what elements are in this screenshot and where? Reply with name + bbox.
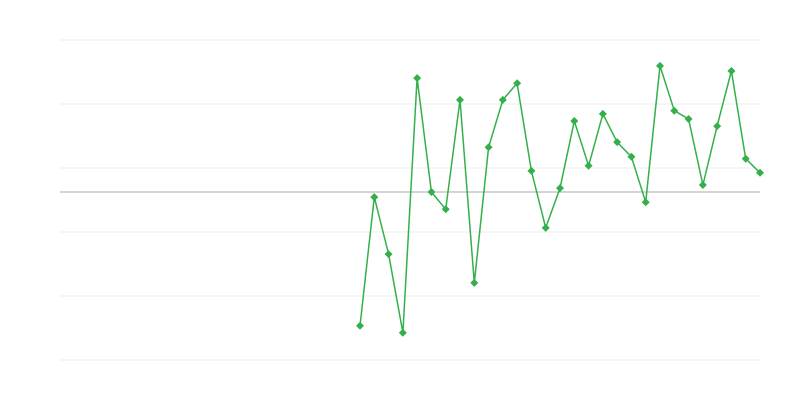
- data-point: [713, 122, 722, 131]
- data-point: [584, 161, 593, 170]
- data-point: [727, 67, 736, 76]
- series-line: [359, 65, 761, 334]
- data-point: [627, 152, 636, 161]
- data-point: [613, 138, 622, 147]
- data-point: [656, 61, 664, 70]
- data-point: [513, 79, 522, 88]
- data-point: [413, 74, 422, 83]
- data-point: [370, 193, 379, 202]
- data-point: [670, 106, 679, 115]
- data-point: [556, 184, 564, 193]
- data-point: [456, 95, 464, 104]
- data-point: [698, 180, 707, 189]
- data-point: [470, 278, 479, 287]
- data-point: [598, 109, 607, 118]
- data-point: [527, 166, 536, 175]
- data-point: [356, 321, 364, 330]
- data-point: [684, 115, 693, 124]
- data-point: [484, 143, 493, 152]
- data-point: [384, 250, 393, 259]
- data-point: [641, 198, 650, 207]
- data-point: [541, 223, 550, 232]
- data-point: [427, 188, 436, 196]
- data-point: [398, 328, 407, 337]
- data-point: [570, 116, 579, 125]
- data-point: [756, 168, 764, 177]
- data-point: [498, 95, 507, 104]
- data-point: [441, 205, 450, 214]
- data-point: [741, 154, 750, 163]
